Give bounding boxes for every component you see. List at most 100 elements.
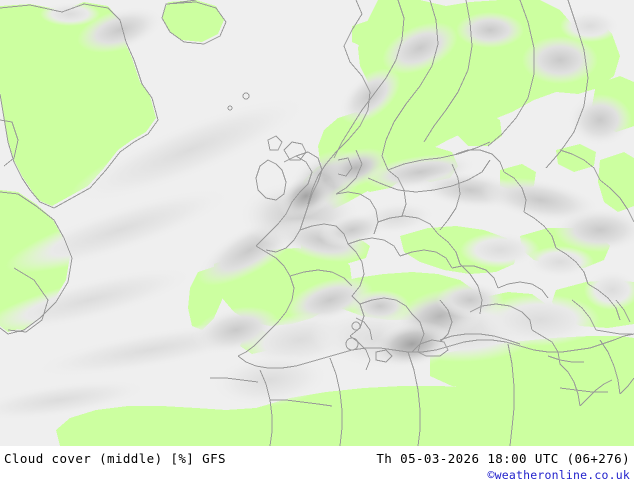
cloud-cover-map[interactable] (0, 0, 634, 446)
coast-ireland (255, 159, 287, 201)
border-poland-e (439, 163, 461, 231)
clear-norway-north (352, 18, 392, 50)
valid-time-label: Th 05-03-2026 18:00 UTC (06+276) (376, 451, 630, 466)
border-bulgaria (439, 299, 453, 343)
border-morocco-e (259, 369, 273, 446)
cloud-anatolia-s (372, 321, 452, 367)
coast-portugal (237, 329, 271, 357)
coast-levant-s (559, 363, 581, 407)
border-iran (615, 299, 631, 323)
coast-britain-e (265, 151, 323, 253)
border-russia-s (587, 283, 621, 321)
coast-libya-egypt (505, 341, 591, 353)
clear-libya (394, 406, 448, 430)
coast-baltic-s (367, 159, 491, 193)
clear-baltics (458, 112, 502, 146)
coast-italy-w (355, 317, 373, 341)
border-iraq-s (595, 329, 632, 335)
map-footer: Cloud cover (middle) [%] GFS Th 05-03-20… (0, 446, 634, 490)
cloud-atlas (210, 353, 330, 407)
coast-turkey-s (439, 333, 521, 345)
coast-turkey-n (469, 303, 533, 331)
cloud-ukraine-e (526, 246, 594, 278)
cloud-scand-2 (456, 12, 524, 48)
border-hungary (451, 265, 499, 289)
border-italy-n (349, 295, 365, 337)
border-jordan (547, 355, 584, 363)
border-libya-e (507, 343, 515, 446)
coast-corsica (351, 321, 361, 331)
coast-norway-w (307, 0, 371, 205)
coast-sardinia (345, 337, 359, 351)
cloud-greece (350, 290, 410, 322)
clear-algeria (318, 394, 376, 420)
coast-iceland (161, 0, 227, 45)
border-poland-w (387, 169, 407, 217)
cloud-ukraine-n (460, 232, 540, 268)
border-algeria-e (329, 357, 343, 446)
coast-egypt (589, 333, 634, 349)
coast-island-sm (227, 105, 233, 111)
border-pyrenees (289, 269, 353, 287)
border-norway-sweden (333, 0, 405, 159)
coast-italy-boot (349, 335, 371, 371)
cloud-greenland-n (40, 2, 100, 26)
cloud-atlantic-4 (69, 95, 311, 205)
border-sahara-2 (210, 377, 259, 383)
coast-baltic-n (387, 141, 491, 171)
border-france-e (347, 243, 365, 297)
copyright-label: ©weatheronline.co.uk (487, 468, 630, 482)
coast-iberia-s (237, 353, 339, 369)
coast-greenland (0, 3, 159, 209)
coast-france-w (255, 245, 295, 331)
border-russia-nw (545, 0, 589, 169)
clear-arabia (606, 386, 634, 416)
coast-denmark (335, 149, 363, 195)
clear-russia-2 (598, 152, 634, 212)
coast-sicily (375, 349, 393, 363)
border-ukraine-e (555, 247, 589, 285)
coast-jutland (337, 157, 353, 177)
cloud-barents (560, 10, 620, 42)
cloud-caucasus (584, 270, 634, 310)
coast-tunisia-libya (421, 339, 507, 353)
coast-crete-area (417, 339, 449, 357)
border-finland-w (423, 0, 473, 143)
coast-gr-tip (7, 267, 49, 333)
border-slovakia (437, 233, 461, 265)
border-libya-w (407, 351, 421, 446)
clear-greenland (0, 2, 156, 206)
coastlines-borders (0, 0, 634, 446)
border-romania-e (497, 281, 549, 299)
border-austria (399, 249, 453, 269)
coast-levant (531, 329, 561, 365)
border-russia-se (599, 179, 634, 223)
border-finland-e (487, 0, 535, 147)
cloud-med-east (480, 294, 600, 346)
coast-redsea-w (599, 339, 621, 395)
cloud-russia-n (568, 94, 632, 146)
border-greece-w (411, 313, 425, 353)
border-belarus-e (503, 171, 527, 213)
cloud-atlantic-1 (5, 187, 235, 273)
border-syria-iraq (571, 299, 597, 331)
cloud-atlantic-5 (0, 379, 150, 421)
cloud-blacksea (436, 282, 504, 318)
border-balkan-n (359, 297, 413, 315)
cloud-shading (0, 2, 634, 421)
border-levant-s (559, 387, 608, 393)
border-germany-w (347, 237, 401, 257)
coast-faroes (242, 92, 250, 100)
coast-greenland-s (0, 191, 73, 335)
border-sahara-1 (270, 399, 333, 407)
border-czech (377, 215, 439, 235)
cloud-scand-4 (522, 36, 598, 84)
border-ukraine-ne (523, 211, 557, 249)
coast-scotland-n (283, 141, 307, 161)
clear-iceland (162, 0, 224, 42)
cloud-greenland-edge (77, 7, 163, 53)
cloud-netherlands (278, 173, 334, 219)
clear-russia-c (556, 144, 596, 172)
coast-hebrides (267, 135, 283, 151)
